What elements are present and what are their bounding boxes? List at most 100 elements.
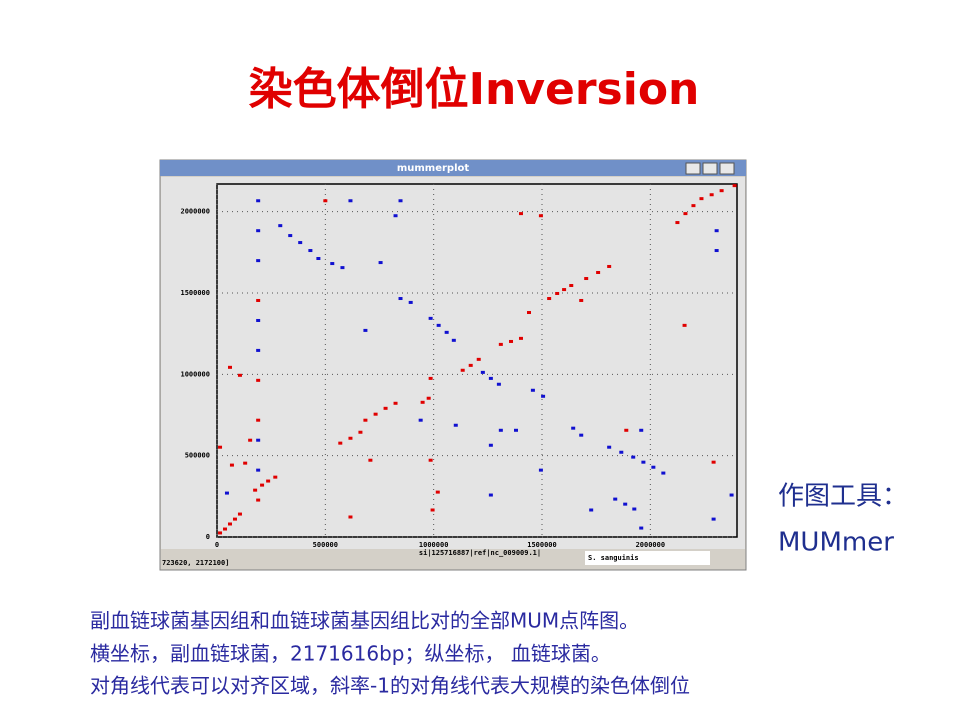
point: [675, 221, 680, 225]
point: [661, 471, 666, 475]
point: [273, 475, 278, 479]
point: [623, 502, 628, 506]
point: [538, 214, 543, 218]
point: [619, 450, 624, 454]
plot: 0 500000 1000000 1500000 2000000 0 500000 10000…: [180, 184, 737, 549]
slide-title: 染色体倒位Inversion: [249, 64, 700, 115]
point: [498, 428, 503, 432]
legend-box: [585, 551, 710, 565]
point: [699, 197, 704, 201]
point: [509, 339, 514, 343]
point: [514, 428, 518, 432]
point: [639, 526, 644, 530]
point: [579, 298, 584, 302]
point: [316, 257, 321, 261]
x-axis-label: si|125716887|ref|nc_009009.1|: [419, 549, 541, 558]
point: [256, 318, 261, 322]
point: [428, 458, 433, 462]
minimize-button[interactable]: [685, 162, 701, 175]
x-tick-label: 2000000: [636, 541, 666, 549]
point: [383, 406, 388, 410]
point: [430, 508, 435, 512]
point: [729, 493, 734, 497]
point: [488, 376, 493, 380]
point: [555, 291, 560, 295]
point: [480, 370, 485, 374]
point: [579, 433, 584, 437]
point: [256, 498, 261, 502]
point: [709, 193, 714, 197]
point: [256, 298, 261, 302]
point: [218, 445, 223, 449]
point: [453, 423, 458, 427]
point: [732, 184, 737, 188]
point: [348, 199, 353, 203]
window-title: mummerplot: [397, 163, 470, 174]
point: [256, 259, 261, 263]
point: [223, 527, 228, 531]
point: [714, 229, 719, 233]
point: [444, 330, 449, 334]
point: [596, 270, 601, 274]
point: [363, 328, 368, 332]
point: [256, 378, 261, 382]
tool-label: 作图工具：: [778, 482, 908, 512]
point: [641, 460, 646, 464]
tool-name: MUMmer: [778, 528, 894, 558]
point: [253, 488, 258, 492]
point: [607, 445, 612, 449]
point: [547, 297, 552, 301]
maximize-button[interactable]: [702, 162, 718, 175]
point: [518, 336, 523, 340]
point: [256, 418, 261, 422]
x-tick-label: 0: [215, 541, 219, 549]
point: [338, 441, 343, 445]
point: [691, 204, 696, 208]
point: [378, 261, 383, 265]
point: [398, 199, 403, 203]
point: [569, 284, 574, 288]
point: [571, 426, 576, 430]
point: [393, 214, 398, 218]
point: [323, 199, 328, 203]
y-axis-label: S. sanguinis: [588, 554, 639, 562]
point: [426, 396, 431, 400]
point: [340, 266, 345, 270]
point: [348, 436, 353, 440]
point: [613, 497, 618, 501]
point: [518, 212, 523, 216]
point: [498, 342, 503, 346]
point: [229, 463, 234, 467]
caption-line: 对角线代表可以对齐区域，斜率-1的对角线代表大规模的染色体倒位: [90, 674, 690, 698]
point: [714, 249, 719, 253]
point: [288, 234, 293, 238]
y-tick-label: 2000000: [180, 208, 210, 216]
y-tick-label: 1500000: [180, 289, 210, 297]
point: [624, 428, 629, 432]
point: [358, 430, 363, 434]
title-bar: [160, 160, 746, 176]
point: [243, 461, 248, 465]
y-tick-label: 0: [206, 533, 210, 541]
x-tick-label: 1500000: [527, 541, 557, 549]
point: [631, 455, 636, 459]
point: [248, 438, 253, 442]
point: [719, 189, 724, 193]
point: [496, 382, 501, 386]
point: [224, 491, 229, 495]
point: [488, 443, 493, 447]
point: [228, 365, 232, 369]
x-tick-label: 500000: [313, 541, 338, 549]
close-button[interactable]: [719, 162, 735, 175]
point: [256, 468, 261, 472]
point: [232, 517, 237, 521]
point: [393, 401, 398, 405]
point: [530, 388, 535, 392]
point: [639, 428, 644, 432]
y-tick-label: 500000: [185, 452, 210, 460]
point: [278, 224, 283, 228]
point: [607, 264, 612, 268]
y-tick-label: 1000000: [180, 370, 210, 378]
point: [682, 323, 687, 327]
